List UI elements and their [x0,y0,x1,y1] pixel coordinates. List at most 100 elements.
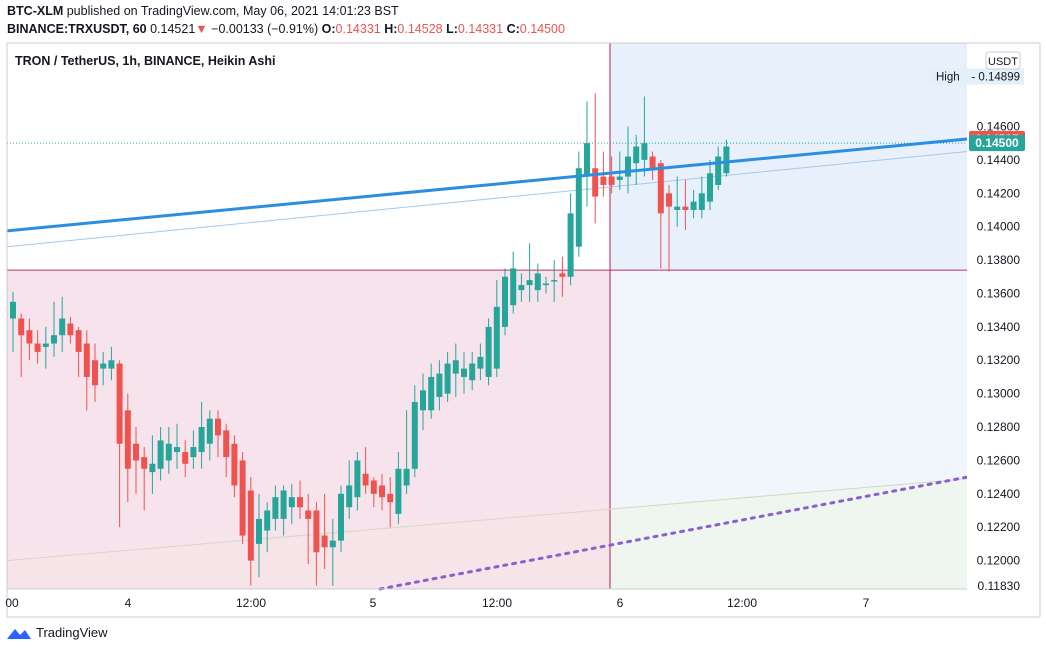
candle-body [239,460,246,536]
price-tick-label: 0.14600 [977,119,1021,133]
candle-body [329,540,336,548]
candle-body [510,268,517,306]
candle-body [362,473,369,486]
candle-body [182,452,189,464]
price-tick-label: 0.14400 [977,153,1021,167]
candle-body [370,480,377,494]
candle-body [157,440,164,469]
candle-body [461,368,467,377]
candle-body [428,376,435,411]
candle-body [174,447,180,453]
time-tick-label: 7 [863,596,870,610]
candle-body [403,468,410,486]
candle-body [223,430,230,458]
price-tick-label: 0.14000 [977,220,1021,234]
candle-body [75,330,82,352]
candle-body [666,193,672,207]
publish-info: BTC-XLM published on TradingView.com, Ma… [7,4,399,18]
low-value: 0.14331 [457,22,504,36]
price-tick-label: 0.11830 [978,579,1021,593]
ohlc-line: BINANCE:TRXUSDT, 60 0.14521▼ −0.00133 (−… [7,22,565,36]
candle-body [707,173,713,202]
price-tick-label: 0.12600 [977,453,1021,467]
time-tick-label: 00 [5,596,19,610]
candle-body [411,401,418,469]
candle-body [321,535,328,548]
currency-box [985,51,1021,70]
close-label: C: [506,22,520,36]
candle-body [59,318,66,336]
candle-body [649,156,656,169]
candle-body [247,490,254,561]
price-tick-label: 0.13200 [977,353,1021,367]
candle-body [51,335,57,344]
candle-body [297,497,303,508]
candle-body [575,168,582,247]
candle-body [633,146,640,164]
high-label: High [936,72,960,84]
candle-body [452,360,459,374]
candle-body [198,427,205,453]
last-price: 0.14521 [150,22,196,36]
candle-body [436,373,443,397]
low-label: L: [446,22,458,36]
candle-body [395,468,402,514]
candle-body [354,460,361,498]
candle-body [108,360,115,369]
close-value: 0.14500 [519,22,565,36]
candle-body [116,363,123,444]
candle-body [674,206,681,210]
time-tick-label: 4 [125,596,132,610]
publish-date: published on TradingView.com, May 06, 20… [66,4,399,18]
trend-line [6,137,968,233]
candle-body [133,443,139,461]
candle-body [534,273,541,291]
price-label-box [969,135,1025,152]
candle-body [420,390,426,411]
candle-body [26,330,33,344]
candle-body [92,360,98,386]
time-tick-label: 12:00 [236,596,266,610]
candle-body [682,206,689,210]
time-tick-label: 12:00 [482,596,512,610]
publisher-name[interactable]: BTC-XLM [7,4,64,18]
candle-body [723,146,730,174]
open-label: O: [321,22,336,36]
candle-body [313,510,320,553]
candle-body [477,356,484,369]
candle-body [387,493,394,503]
candle-body [141,457,148,469]
candle-body [698,193,705,210]
high-value: - 0.14899 [971,72,1020,84]
tradingview-footer[interactable]: TradingView [6,625,108,640]
candle-body [567,213,574,277]
candle-body [502,276,508,327]
candle-body [231,443,238,486]
price-tick-label: 0.13000 [977,387,1021,401]
green-zone [610,478,967,589]
candle-body [584,143,590,177]
time-tick-label: 5 [370,596,377,610]
candle-body [18,318,25,336]
open-value: 0.14331 [335,22,381,36]
candle-body [338,493,344,541]
candle-body [493,306,500,369]
time-tick-label: 6 [617,596,624,610]
price-tick-label: 0.12000 [977,554,1021,568]
symbol-label: BINANCE:TRXUSDT, 60 [7,22,147,36]
candle-body [215,418,221,436]
candle-body [690,201,697,210]
candle-body [444,363,451,394]
price-tick-label: 0.13400 [977,320,1021,334]
candle-body [526,280,533,286]
candle-body [469,363,476,381]
candle-body [100,363,107,369]
candle-body [165,443,172,461]
candle-body [625,156,631,177]
candle-body [641,143,648,160]
candle-body [600,176,607,185]
price-tick-label: 0.12200 [977,520,1021,534]
price-tick-label: 0.13800 [977,253,1021,267]
candle-body [67,323,74,336]
